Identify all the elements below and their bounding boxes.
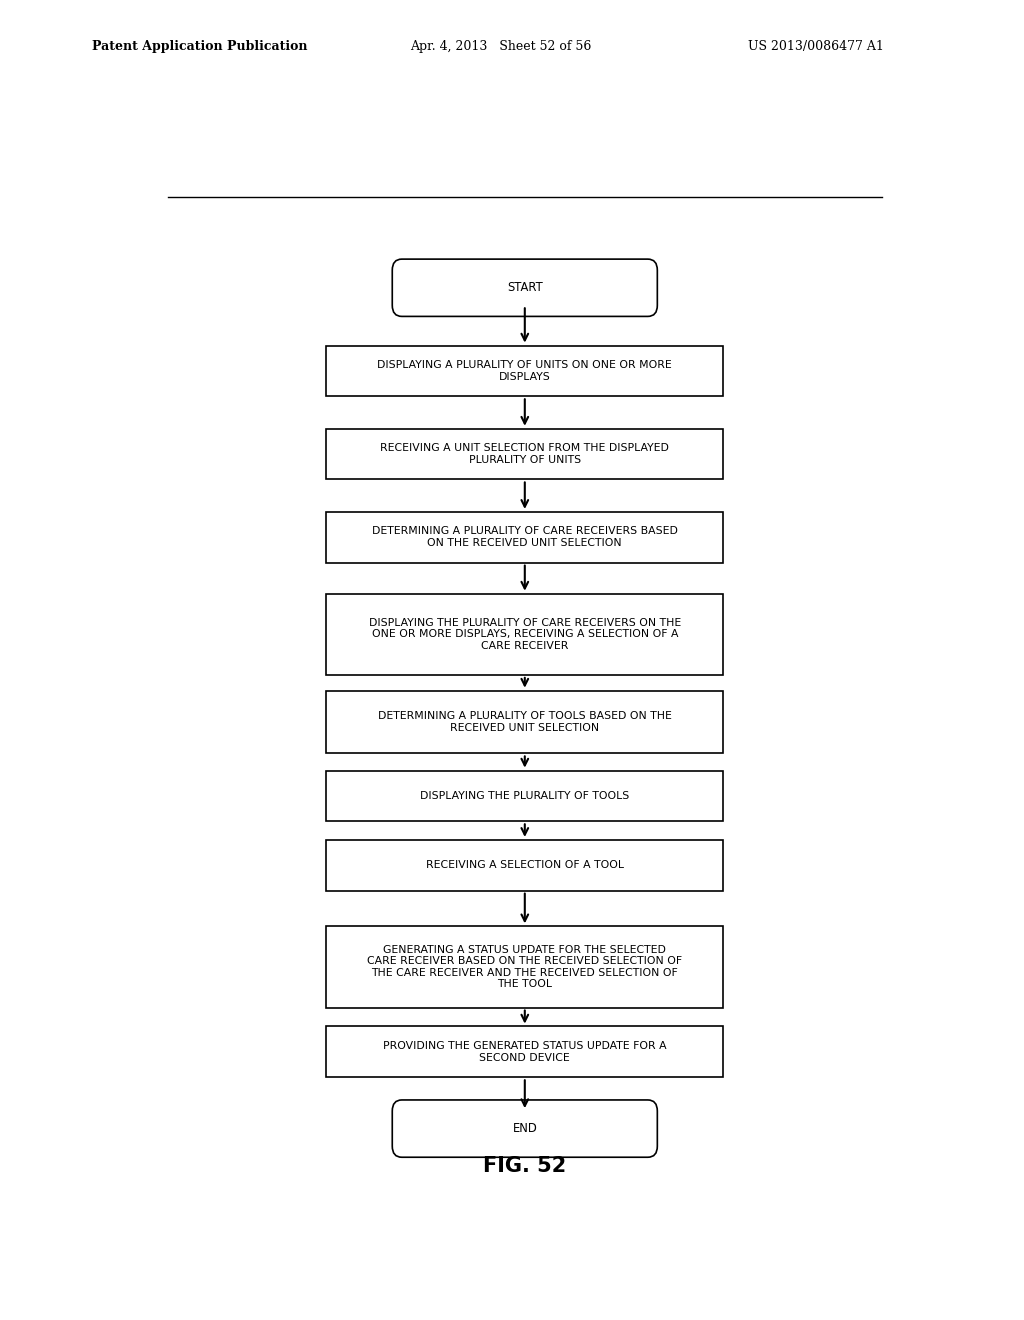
Text: START: START — [507, 281, 543, 294]
Bar — [327, 840, 723, 891]
Text: Patent Application Publication: Patent Application Publication — [92, 40, 307, 53]
FancyBboxPatch shape — [392, 1100, 657, 1158]
Bar — [327, 512, 723, 562]
Text: RECEIVING A UNIT SELECTION FROM THE DISPLAYED
PLURALITY OF UNITS: RECEIVING A UNIT SELECTION FROM THE DISP… — [380, 444, 670, 465]
Bar — [327, 346, 723, 396]
Text: PROVIDING THE GENERATED STATUS UPDATE FOR A
SECOND DEVICE: PROVIDING THE GENERATED STATUS UPDATE FO… — [383, 1041, 667, 1063]
Text: DISPLAYING A PLURALITY OF UNITS ON ONE OR MORE
DISPLAYS: DISPLAYING A PLURALITY OF UNITS ON ONE O… — [378, 360, 672, 381]
Text: Apr. 4, 2013   Sheet 52 of 56: Apr. 4, 2013 Sheet 52 of 56 — [410, 40, 591, 53]
Text: RECEIVING A SELECTION OF A TOOL: RECEIVING A SELECTION OF A TOOL — [426, 861, 624, 870]
Text: END: END — [512, 1122, 538, 1135]
Bar — [327, 429, 723, 479]
Text: GENERATING A STATUS UPDATE FOR THE SELECTED
CARE RECEIVER BASED ON THE RECEIVED : GENERATING A STATUS UPDATE FOR THE SELEC… — [368, 945, 682, 989]
Text: DETERMINING A PLURALITY OF CARE RECEIVERS BASED
ON THE RECEIVED UNIT SELECTION: DETERMINING A PLURALITY OF CARE RECEIVER… — [372, 527, 678, 548]
Text: FIG. 52: FIG. 52 — [483, 1156, 566, 1176]
Text: DETERMINING A PLURALITY OF TOOLS BASED ON THE
RECEIVED UNIT SELECTION: DETERMINING A PLURALITY OF TOOLS BASED O… — [378, 711, 672, 733]
Bar — [327, 594, 723, 675]
FancyBboxPatch shape — [392, 259, 657, 317]
Bar — [327, 690, 723, 754]
Bar — [327, 1027, 723, 1077]
Text: DISPLAYING THE PLURALITY OF TOOLS: DISPLAYING THE PLURALITY OF TOOLS — [420, 791, 630, 801]
Bar — [327, 771, 723, 821]
Text: US 2013/0086477 A1: US 2013/0086477 A1 — [748, 40, 884, 53]
Text: DISPLAYING THE PLURALITY OF CARE RECEIVERS ON THE
ONE OR MORE DISPLAYS, RECEIVIN: DISPLAYING THE PLURALITY OF CARE RECEIVE… — [369, 618, 681, 651]
Bar — [327, 927, 723, 1007]
